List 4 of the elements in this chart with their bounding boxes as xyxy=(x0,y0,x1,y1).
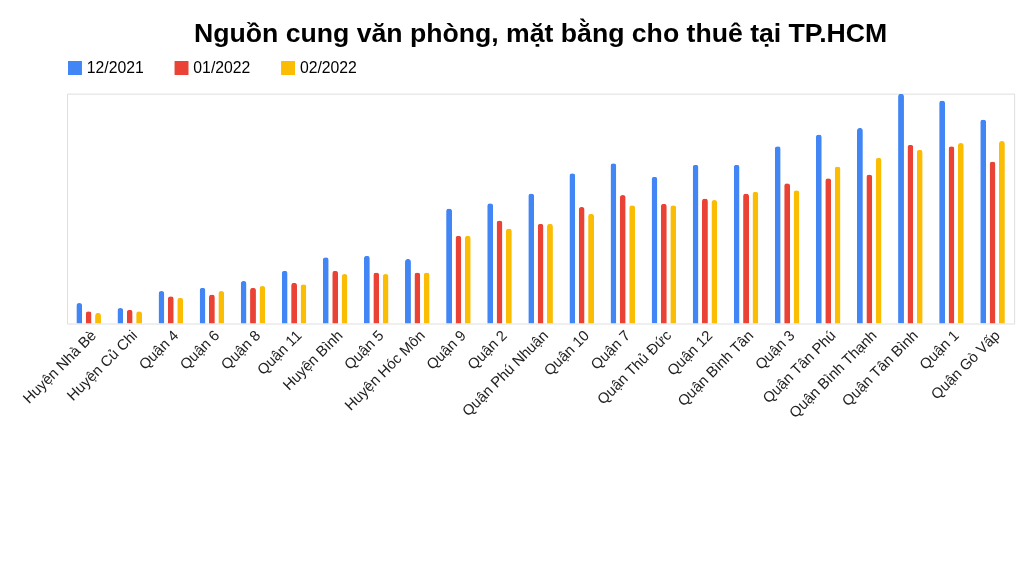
chart-title: Nguồn cung văn phòng, mặt bằng cho thuê tại TP.HCM xyxy=(193,18,888,49)
legend-label: 01/2022 xyxy=(193,58,251,76)
legend-label: 12/2021 xyxy=(86,58,144,76)
legend-label: 02/2022 xyxy=(299,58,357,76)
